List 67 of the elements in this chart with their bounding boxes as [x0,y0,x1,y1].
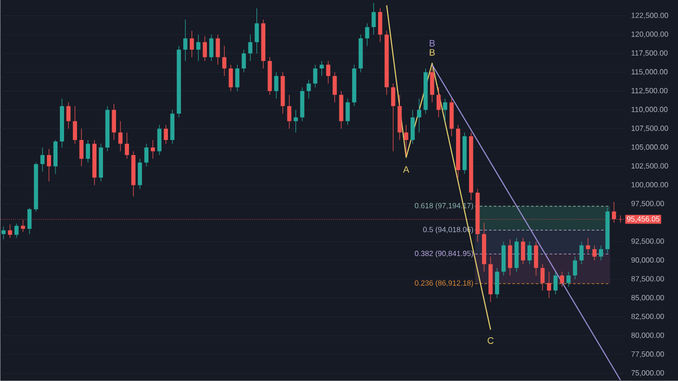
line-series [386,4,492,330]
candlestick [546,271,552,298]
candlestick [86,140,90,163]
candlestick [150,140,155,160]
annotation: C [488,337,494,344]
candlestick [228,64,233,92]
candlestick [410,110,415,144]
candlestick [124,132,129,160]
candlestick [306,80,311,99]
candlestick [118,120,122,152]
candlestick [553,271,558,295]
candlestick [164,124,168,144]
annotation: B [430,40,435,47]
candlestick [372,2,376,35]
candlestick [294,110,298,133]
candlestick [202,36,207,62]
candlestick [27,208,32,234]
candlestick [112,104,116,140]
candlestick [313,64,318,88]
candlestick [209,34,214,62]
candlestick [72,106,78,144]
candlestick [566,271,571,288]
candlestick [222,46,226,76]
candlestick [572,256,578,280]
candlestick [592,245,597,261]
candlestick [235,64,240,92]
candlestick [138,158,142,190]
candlestick [216,34,220,66]
candlestick [254,8,259,54]
candlestick [66,102,71,130]
candlestick [508,239,512,276]
candlestick [320,60,324,76]
candlestick [196,34,200,62]
candlestick [579,241,584,265]
candlestick [332,72,337,103]
candlestick [495,268,500,298]
candlestick [430,68,434,103]
candlestick [417,98,422,133]
candlestick [540,264,545,291]
candlestick [520,238,526,265]
candlestick [46,148,52,182]
candlestick [534,241,538,276]
candlestick [157,124,162,156]
candlestick [183,19,188,62]
candlestick [287,94,292,130]
candlestick [346,98,350,126]
annotation: A [403,166,410,173]
candlestick [391,83,396,152]
candlestick [242,49,246,73]
candlestick [560,271,564,288]
candlestick [326,60,330,84]
candlestick [190,30,194,58]
candlestick [378,8,382,43]
candlestick [8,224,12,238]
candlestick [144,144,148,167]
candlestick [40,147,45,172]
candlestick [365,23,370,46]
candlestick [14,223,19,238]
candlestick [79,128,84,167]
candlestick [598,245,604,261]
candlestick [248,34,252,62]
candlestick [527,241,532,265]
candlestick [404,124,408,156]
candlestick [443,98,448,122]
candlestick [274,72,278,99]
annotation: B [430,49,435,56]
candlestick [436,87,441,118]
